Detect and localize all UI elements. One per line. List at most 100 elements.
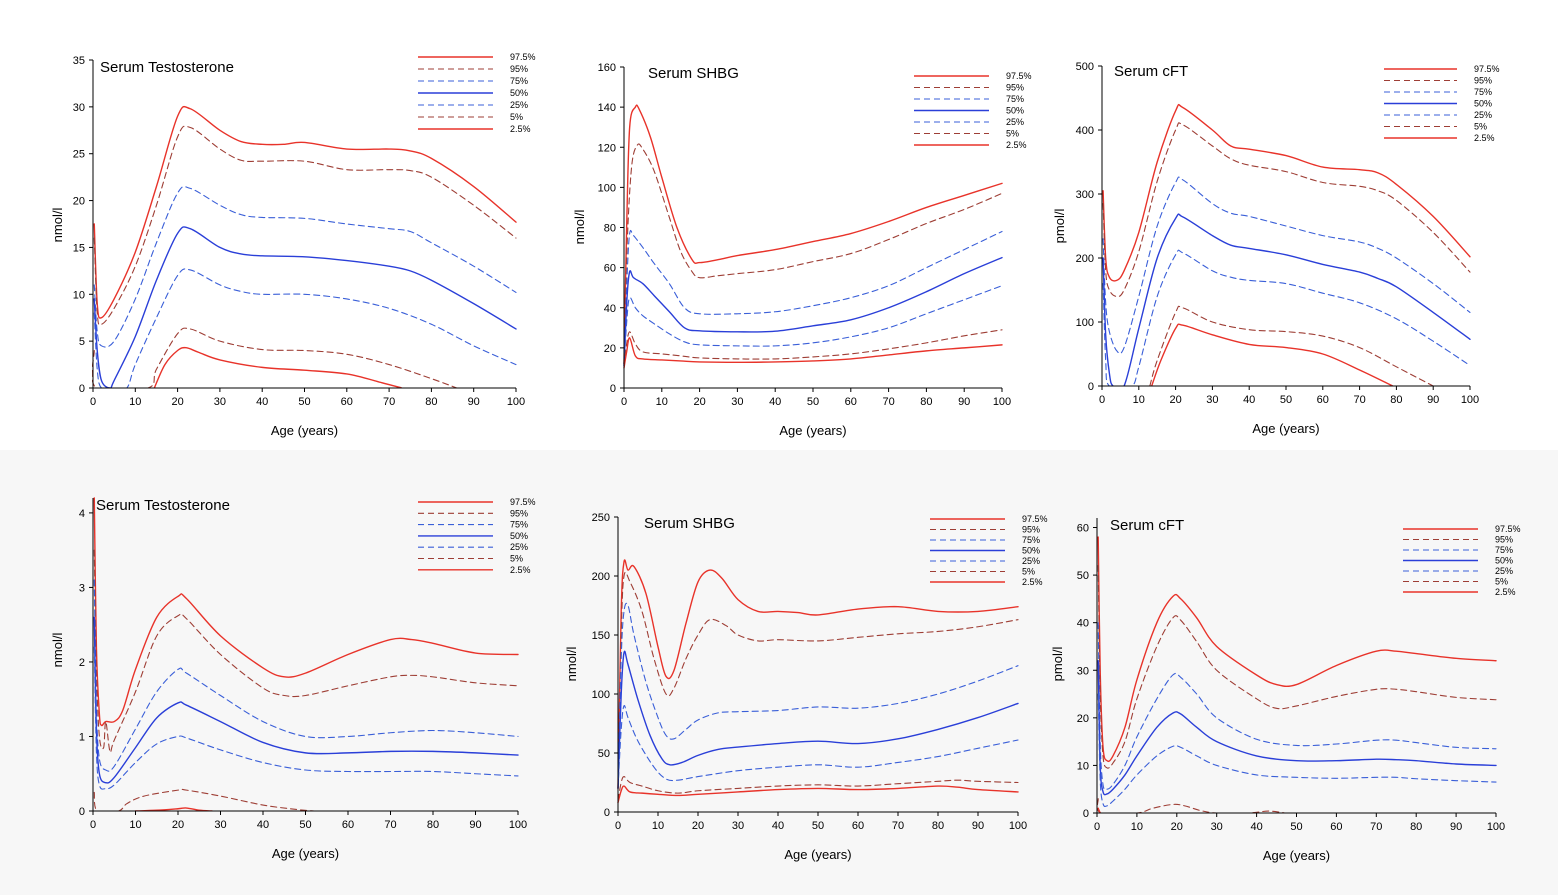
x-tick-label: 70 bbox=[882, 396, 894, 408]
series-line-5pct bbox=[617, 776, 1019, 801]
chart-title: Serum SHBG bbox=[644, 515, 735, 532]
x-tick-label: 20 bbox=[172, 819, 184, 831]
x-tick-label: 0 bbox=[621, 396, 627, 408]
x-tick-label: 90 bbox=[958, 396, 970, 408]
x-axis-title: Age (years) bbox=[1263, 848, 1330, 863]
y-tick-label: 50 bbox=[1077, 570, 1089, 582]
y-tick-label: 4 bbox=[79, 508, 85, 520]
x-tick-label: 0 bbox=[90, 819, 96, 831]
series-line-97-5pct bbox=[93, 497, 519, 727]
x-tick-label: 30 bbox=[1206, 394, 1218, 406]
y-tick-label: 30 bbox=[1077, 665, 1089, 677]
x-tick-label: 50 bbox=[1290, 821, 1302, 833]
y-tick-label: 40 bbox=[1077, 618, 1089, 630]
legend-label: 75% bbox=[1495, 545, 1513, 555]
legend-label: 5% bbox=[1022, 567, 1035, 577]
x-tick-label: 60 bbox=[341, 396, 353, 408]
series-line-95pct bbox=[1102, 122, 1471, 298]
y-tick-label: 100 bbox=[1076, 317, 1094, 329]
series-line-95pct bbox=[623, 143, 1003, 365]
x-tick-label: 10 bbox=[652, 820, 664, 832]
x-tick-label: 0 bbox=[90, 396, 96, 408]
y-axis-title: pmol/l bbox=[1050, 647, 1065, 682]
x-tick-label: 50 bbox=[1280, 394, 1292, 406]
chart-background bbox=[0, 450, 548, 895]
legend-label: 50% bbox=[1495, 556, 1513, 566]
y-tick-label: 20 bbox=[1077, 713, 1089, 725]
x-tick-label: 70 bbox=[1353, 394, 1365, 406]
series-line-95pct bbox=[617, 571, 1019, 789]
x-tick-label: 0 bbox=[1099, 394, 1105, 406]
y-tick-label: 0 bbox=[1083, 808, 1089, 820]
chart-title: Serum cFT bbox=[1114, 63, 1188, 80]
series-line-75pct bbox=[1102, 176, 1471, 355]
x-tick-label: 60 bbox=[845, 396, 857, 408]
x-tick-label: 40 bbox=[256, 396, 268, 408]
x-tick-label: 10 bbox=[1131, 821, 1143, 833]
legend-label: 75% bbox=[1474, 87, 1492, 97]
legend-label: 2.5% bbox=[510, 565, 531, 575]
x-tick-label: 90 bbox=[972, 820, 984, 832]
chart-background bbox=[1068, 0, 1558, 450]
legend-label: 97.5% bbox=[510, 497, 536, 507]
x-tick-label: 60 bbox=[852, 820, 864, 832]
x-tick-label: 100 bbox=[1487, 821, 1505, 833]
series-line-5pct bbox=[93, 788, 315, 811]
x-tick-label: 80 bbox=[1410, 821, 1422, 833]
y-tick-label: 150 bbox=[592, 630, 610, 642]
x-tick-label: 80 bbox=[425, 396, 437, 408]
y-tick-label: 80 bbox=[604, 223, 616, 235]
x-tick-label: 20 bbox=[693, 396, 705, 408]
x-tick-label: 30 bbox=[1211, 821, 1223, 833]
x-tick-label: 80 bbox=[920, 396, 932, 408]
series-group bbox=[92, 105, 517, 388]
series-group bbox=[1102, 103, 1471, 386]
series-line-25pct bbox=[623, 285, 1003, 367]
x-tick-label: 10 bbox=[656, 396, 668, 408]
chart-background bbox=[548, 0, 1068, 450]
y-tick-label: 20 bbox=[604, 343, 616, 355]
x-tick-label: 60 bbox=[1317, 394, 1329, 406]
legend-label: 5% bbox=[1474, 122, 1487, 132]
series-line-5pct bbox=[623, 329, 1003, 367]
series-line-5pct bbox=[1149, 305, 1434, 386]
legend-label: 2.5% bbox=[1006, 140, 1027, 150]
chart-panel-4: 0 10 20 30 40 50 60 70 80 90 100 0 1 2 3 4 Age (years) nm… bbox=[0, 450, 548, 895]
x-tick-label: 20 bbox=[1169, 394, 1181, 406]
legend-label: 97.5% bbox=[1495, 524, 1521, 534]
series-line-97-5pct bbox=[617, 559, 1019, 790]
x-axis-title: Age (years) bbox=[1252, 421, 1319, 436]
series-line-25pct bbox=[93, 646, 519, 790]
series-group bbox=[617, 559, 1019, 804]
series-line-2-5pct bbox=[623, 337, 1003, 369]
legend-label: 50% bbox=[1474, 99, 1492, 109]
x-tick-label: 40 bbox=[1243, 394, 1255, 406]
y-tick-label: 1 bbox=[79, 731, 85, 743]
legend-label: 75% bbox=[510, 520, 528, 530]
legend-label: 25% bbox=[1006, 117, 1024, 127]
series-group bbox=[93, 497, 519, 811]
chart-title: Serum Testosterone bbox=[100, 59, 234, 76]
chart-title: Serum cFT bbox=[1110, 517, 1184, 534]
legend: 97.5%95%75%50%25%5%2.5% bbox=[418, 497, 536, 575]
x-tick-label: 70 bbox=[892, 820, 904, 832]
y-tick-label: 500 bbox=[1076, 61, 1094, 73]
legend-label: 97.5% bbox=[1022, 514, 1048, 524]
x-tick-label: 0 bbox=[615, 820, 621, 832]
series-line-2-5pct bbox=[617, 785, 1019, 804]
series-line-95pct bbox=[93, 125, 517, 326]
x-tick-label: 10 bbox=[1133, 394, 1145, 406]
chart-background bbox=[0, 0, 548, 450]
x-tick-label: 30 bbox=[214, 396, 226, 408]
x-tick-label: 40 bbox=[769, 396, 781, 408]
legend: 97.5%95%75%50%25%5%2.5% bbox=[914, 71, 1032, 150]
series-line-50pct bbox=[617, 650, 1019, 790]
series-line-50pct bbox=[623, 256, 1003, 367]
legend-label: 25% bbox=[1495, 566, 1513, 576]
legend-label: 95% bbox=[1022, 525, 1040, 535]
legend-label: 95% bbox=[510, 64, 528, 74]
legend-label: 97.5% bbox=[1006, 71, 1032, 81]
x-tick-label: 100 bbox=[993, 396, 1011, 408]
y-tick-label: 250 bbox=[592, 512, 610, 524]
